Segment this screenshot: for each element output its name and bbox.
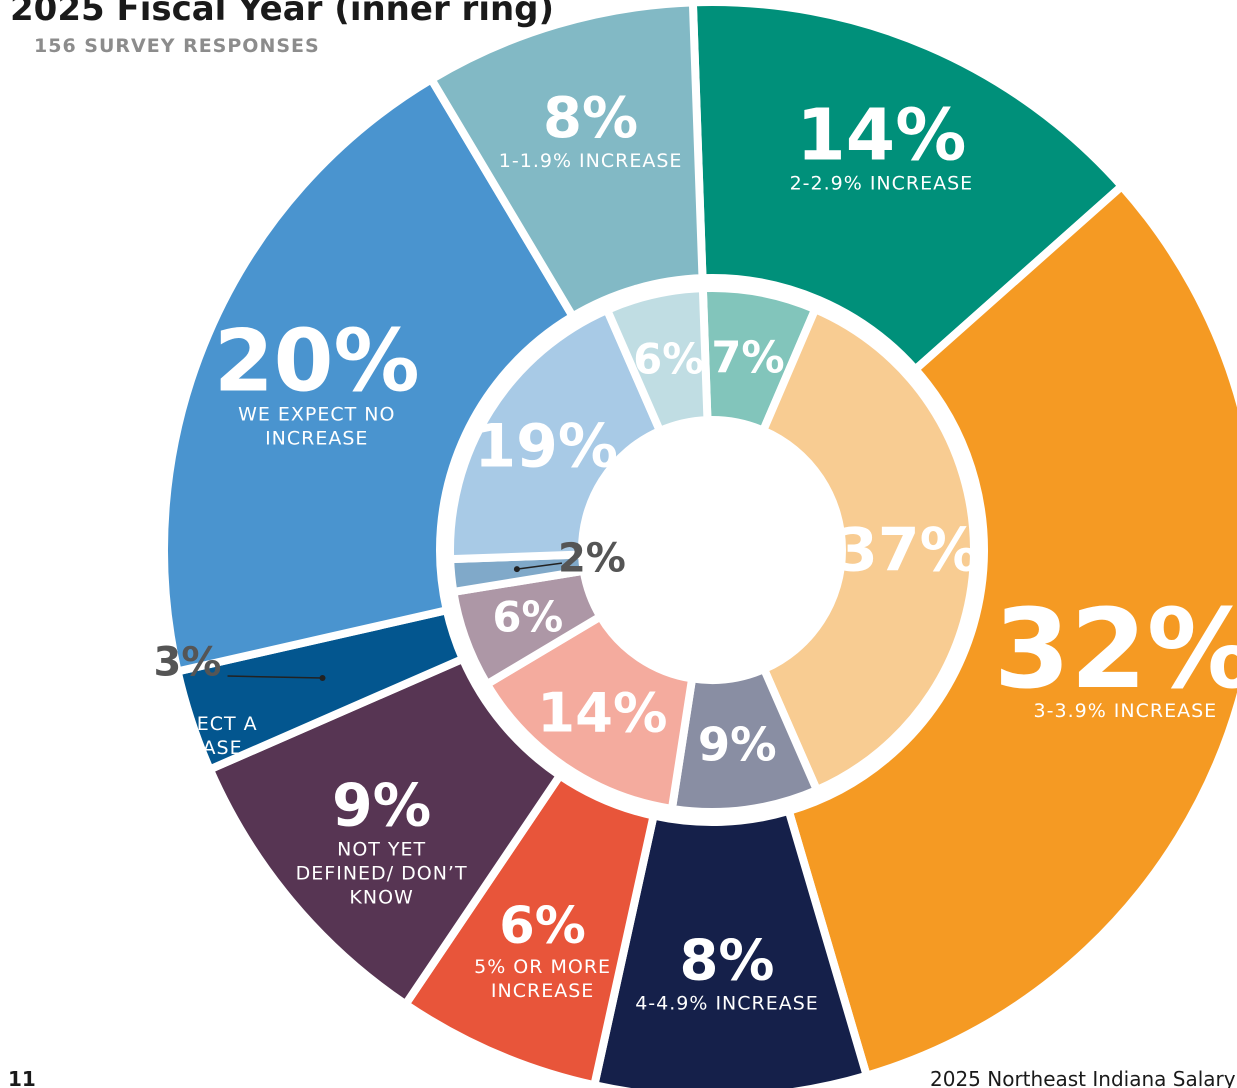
leader-line [227, 675, 323, 679]
ring-segment [589, 805, 872, 1088]
category-line: 5% OR MORE [474, 956, 611, 978]
value-label: 37% [836, 515, 980, 585]
ring-segment [446, 304, 666, 564]
ring-segment [783, 180, 1237, 1081]
leader-dot [513, 566, 520, 573]
category-label: WE EXPECT NO INCREASE [238, 404, 395, 450]
category-line: WE EXPECT NO [238, 404, 395, 426]
category-line: NOT YET [337, 839, 426, 861]
leader-dot [319, 675, 326, 682]
category-line: 4-4.9% INCREASE [635, 992, 819, 1014]
ring-segment [757, 303, 978, 796]
leader-line [516, 562, 563, 570]
value-label: 9% [698, 718, 777, 772]
value-label: 20% [214, 312, 420, 412]
value-label: 7% [711, 333, 784, 383]
value-label: 19% [474, 412, 618, 482]
category-label: 1-1.9% INCREASE [499, 150, 683, 172]
category-line: DECREASE [132, 737, 242, 759]
page-number: 11 [8, 1067, 36, 1088]
value-label: 32% [994, 585, 1237, 713]
value-label: 9% [332, 772, 431, 840]
category-label: 4-4.9% INCREASE [635, 992, 819, 1014]
value-label: 8% [679, 928, 774, 993]
ring-segment [425, 0, 707, 322]
category-label: NOT YET DEFINED/ DON’T KNOW [296, 839, 468, 909]
value-label: 2% [558, 535, 626, 581]
category-line: 3-3.9% INCREASE [1034, 700, 1218, 722]
ring-segment [160, 73, 579, 677]
value-label: 3% [154, 639, 222, 685]
value-label: 8% [543, 86, 638, 151]
ring-segment [481, 611, 697, 814]
value-label: 6% [633, 334, 704, 383]
value-label: 14% [537, 682, 667, 745]
rings [160, 0, 1237, 1088]
category-label: 3-3.9% INCREASE [1034, 700, 1218, 722]
category-label: WE EXPECT A DECREASE [117, 713, 257, 759]
category-label: 2-2.9% INCREASE [790, 173, 974, 195]
category-line: WE EXPECT A [117, 713, 257, 735]
category-line: DEFINED/ DON’T [296, 863, 468, 885]
value-label: 14% [796, 94, 966, 177]
value-label: 6% [499, 897, 586, 956]
chart-subtitle: 156 SURVEY RESPONSES [34, 35, 320, 57]
category-line: INCREASE [491, 980, 594, 1002]
ring-segment [601, 284, 712, 437]
footer: 2025 Northeast Indiana Salary [930, 1067, 1236, 1088]
category-line: KNOW [349, 887, 413, 909]
chart-title: 2025 Fiscal Year (inner ring) [10, 0, 554, 29]
category-label: 5% OR MORE INCREASE [474, 956, 611, 1002]
category-line: 2-2.9% INCREASE [790, 173, 974, 195]
category-line: 1-1.9% INCREASE [499, 150, 683, 172]
category-line: INCREASE [265, 428, 368, 450]
value-label: 6% [493, 593, 564, 642]
